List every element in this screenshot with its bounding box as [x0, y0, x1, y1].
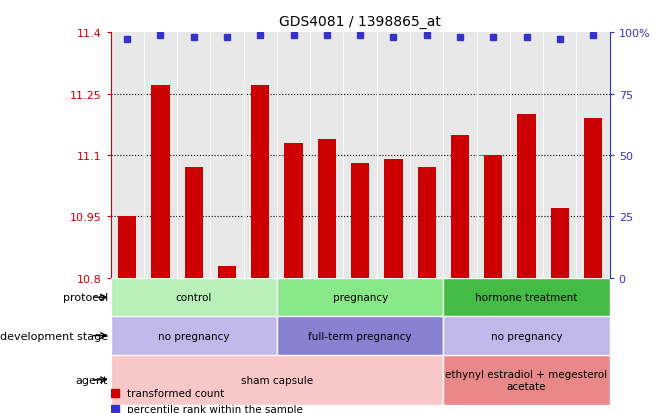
Text: no pregnancy: no pregnancy	[490, 331, 562, 341]
Bar	[251, 86, 269, 278]
Text: protocol: protocol	[63, 292, 108, 302]
Text: pregnancy: pregnancy	[332, 292, 388, 302]
Title: GDS4081 / 1398865_at: GDS4081 / 1398865_at	[279, 15, 441, 29]
Bar	[118, 217, 136, 278]
Text: transformed count: transformed count	[127, 388, 224, 398]
Text: control: control	[176, 292, 212, 302]
Text: development stage: development stage	[0, 331, 108, 341]
Bar	[551, 209, 569, 278]
Text: agent: agent	[76, 375, 108, 385]
Bar	[185, 168, 203, 278]
Bar	[277, 317, 444, 355]
Bar	[277, 278, 444, 317]
Text: full-term pregnancy: full-term pregnancy	[308, 331, 412, 341]
Bar	[517, 115, 535, 278]
Bar	[351, 164, 369, 278]
Bar	[218, 266, 236, 278]
Bar	[285, 143, 303, 278]
Text: percentile rank within the sample: percentile rank within the sample	[127, 404, 303, 413]
Bar	[444, 355, 610, 405]
Text: hormone treatment: hormone treatment	[475, 292, 578, 302]
Bar	[444, 278, 610, 317]
Bar	[318, 139, 336, 278]
Bar	[385, 160, 403, 278]
Text: no pregnancy: no pregnancy	[158, 331, 230, 341]
Bar	[451, 135, 469, 278]
Bar	[417, 168, 436, 278]
Bar	[584, 119, 602, 278]
Bar	[444, 317, 610, 355]
Bar	[111, 278, 277, 317]
Bar	[111, 355, 444, 405]
Text: ethynyl estradiol + megesterol
acetate: ethynyl estradiol + megesterol acetate	[446, 369, 608, 391]
Bar	[151, 86, 170, 278]
Text: sham capsule: sham capsule	[241, 375, 313, 385]
Bar	[484, 156, 502, 278]
Bar	[111, 317, 277, 355]
